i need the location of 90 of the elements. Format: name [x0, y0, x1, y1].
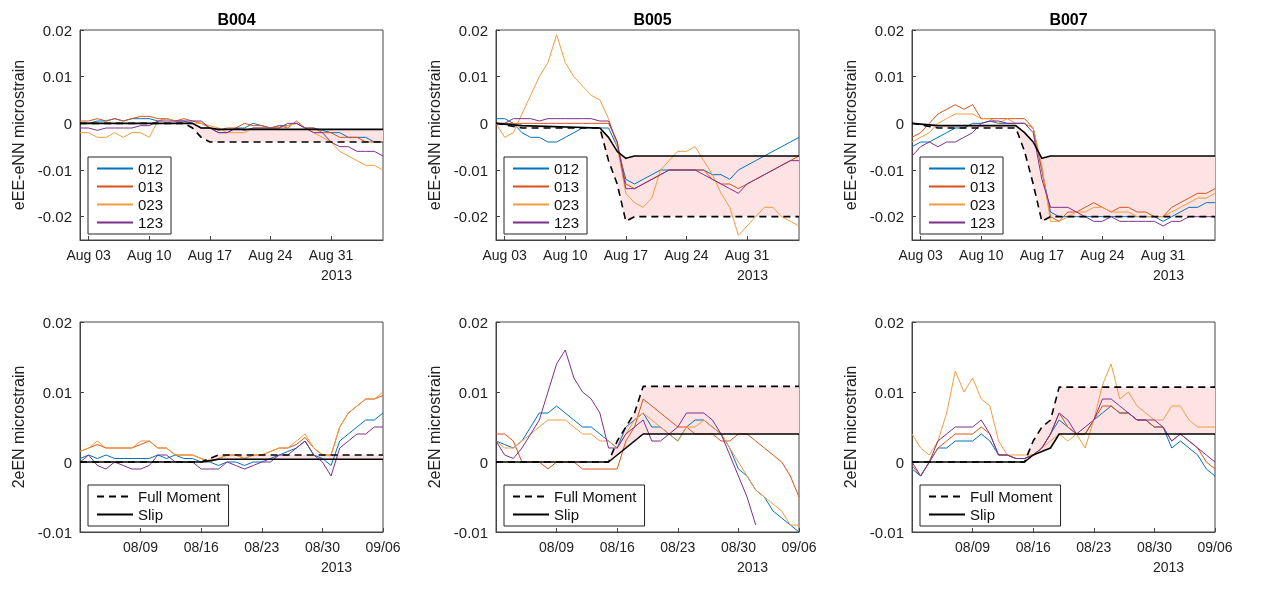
text: 2013 — [321, 267, 353, 283]
text: 2013 — [737, 559, 769, 575]
chart-title: B007 — [1049, 10, 1088, 28]
x-tick-label: 09/06 — [365, 539, 401, 555]
y-tick-label: 0 — [479, 453, 488, 471]
legend-label: 123 — [970, 214, 996, 231]
y-tick-label: 0.01 — [42, 383, 72, 401]
text: 2013 — [1153, 267, 1185, 283]
x-tick-label: 08/23 — [1076, 539, 1112, 555]
y-tick-label: -0.01 — [37, 161, 72, 179]
legend-label: Full Moment — [138, 488, 222, 505]
y-tick-label: 0.01 — [874, 68, 904, 86]
x-tick-label: Aug 17 — [603, 247, 649, 263]
x-tick-label: Aug 17 — [1019, 247, 1065, 263]
y-axis-title: eEE-eNN microstrain — [10, 59, 28, 211]
legend-label: 012 — [138, 160, 164, 177]
y-tick-label: -0.01 — [453, 161, 488, 179]
x-tick-label: Aug 24 — [664, 247, 709, 263]
y-tick-label: 0.02 — [42, 21, 72, 39]
legend-label: 023 — [138, 196, 164, 213]
text: 2013 — [1153, 559, 1185, 575]
y-tick-label: -0.01 — [453, 523, 488, 541]
x-tick-label: 08/30 — [1136, 539, 1173, 555]
x-tick-label: Aug 03 — [898, 247, 944, 263]
y-axis-title: 2eEN microstrain — [842, 365, 860, 489]
legend-label: 123 — [554, 214, 580, 231]
y-tick-label: 0 — [479, 114, 488, 132]
x-tick-label: 08/30 — [304, 539, 341, 555]
y-tick-label: 0.02 — [458, 21, 488, 39]
x-tick-label: Aug 24 — [1080, 247, 1125, 263]
legend-label: 023 — [554, 196, 580, 213]
legend-label: 012 — [554, 160, 580, 177]
legend-label: 012 — [970, 160, 996, 177]
legend-label: 013 — [138, 178, 164, 195]
x-tick-label: 09/06 — [1197, 539, 1233, 555]
x-tick-label: Aug 31 — [308, 247, 354, 263]
y-axis-title: eEE-eNN microstrain — [426, 59, 444, 211]
x-tick-label: Aug 17 — [187, 247, 233, 263]
x-tick-label: 08/09 — [123, 539, 159, 555]
y-tick-label: 0.02 — [874, 21, 904, 39]
y-tick-label: -0.02 — [37, 208, 72, 226]
y-tick-label: -0.01 — [37, 523, 72, 541]
x-tick-label: 08/23 — [660, 539, 696, 555]
legend-label: 123 — [138, 214, 164, 231]
y-axis-title: eEE-eNN microstrain — [842, 59, 860, 211]
x-tick-label: Aug 10 — [959, 247, 1004, 263]
x-tick-label: Aug 10 — [543, 247, 588, 263]
y-tick-label: -0.02 — [869, 208, 904, 226]
chart-title: B004 — [217, 10, 256, 28]
y-tick-label: 0 — [895, 114, 904, 132]
x-tick-label: Aug 24 — [248, 247, 293, 263]
chart-title: B005 — [633, 10, 672, 28]
legend-label: Full Moment — [554, 488, 638, 505]
y-axis-title: 2eEN microstrain — [426, 365, 444, 489]
x-tick-label: Aug 31 — [1140, 247, 1186, 263]
y-tick-label: 0.02 — [42, 313, 72, 331]
legend-label: 013 — [554, 178, 580, 195]
y-tick-label: 0 — [63, 453, 72, 471]
x-tick-label: Aug 31 — [724, 247, 770, 263]
x-tick-label: Aug 10 — [127, 247, 172, 263]
x-tick-label: 09/06 — [781, 539, 817, 555]
x-tick-label: 08/23 — [244, 539, 280, 555]
x-tick-label: 08/09 — [955, 539, 991, 555]
y-tick-label: 0.02 — [458, 313, 488, 331]
x-tick-label: 08/16 — [599, 539, 635, 555]
y-tick-label: 0.01 — [458, 383, 488, 401]
legend-label: 023 — [970, 196, 996, 213]
y-axis-title: 2eEN microstrain — [10, 365, 28, 489]
y-tick-label: 0 — [63, 114, 72, 132]
y-tick-label: 0.01 — [42, 68, 72, 86]
y-tick-label: -0.02 — [453, 208, 488, 226]
y-tick-label: -0.01 — [869, 161, 904, 179]
legend-label: Slip — [970, 506, 996, 523]
x-tick-label: 08/16 — [1015, 539, 1051, 555]
y-tick-label: -0.01 — [869, 523, 904, 541]
y-tick-label: 0.02 — [874, 313, 904, 331]
text: 2013 — [737, 267, 769, 283]
text: 2013 — [321, 559, 353, 575]
y-tick-label: 0.01 — [874, 383, 904, 401]
legend-label: 013 — [970, 178, 996, 195]
legend-label: Full Moment — [970, 488, 1054, 505]
y-tick-label: 0.01 — [458, 68, 488, 86]
legend-label: Slip — [138, 506, 164, 523]
x-tick-label: 08/16 — [183, 539, 219, 555]
y-tick-label: 0 — [895, 453, 904, 471]
x-tick-label: 08/30 — [720, 539, 757, 555]
x-tick-label: 08/09 — [539, 539, 575, 555]
legend-label: Slip — [554, 506, 580, 523]
x-tick-label: Aug 03 — [66, 247, 112, 263]
x-tick-label: Aug 03 — [482, 247, 528, 263]
